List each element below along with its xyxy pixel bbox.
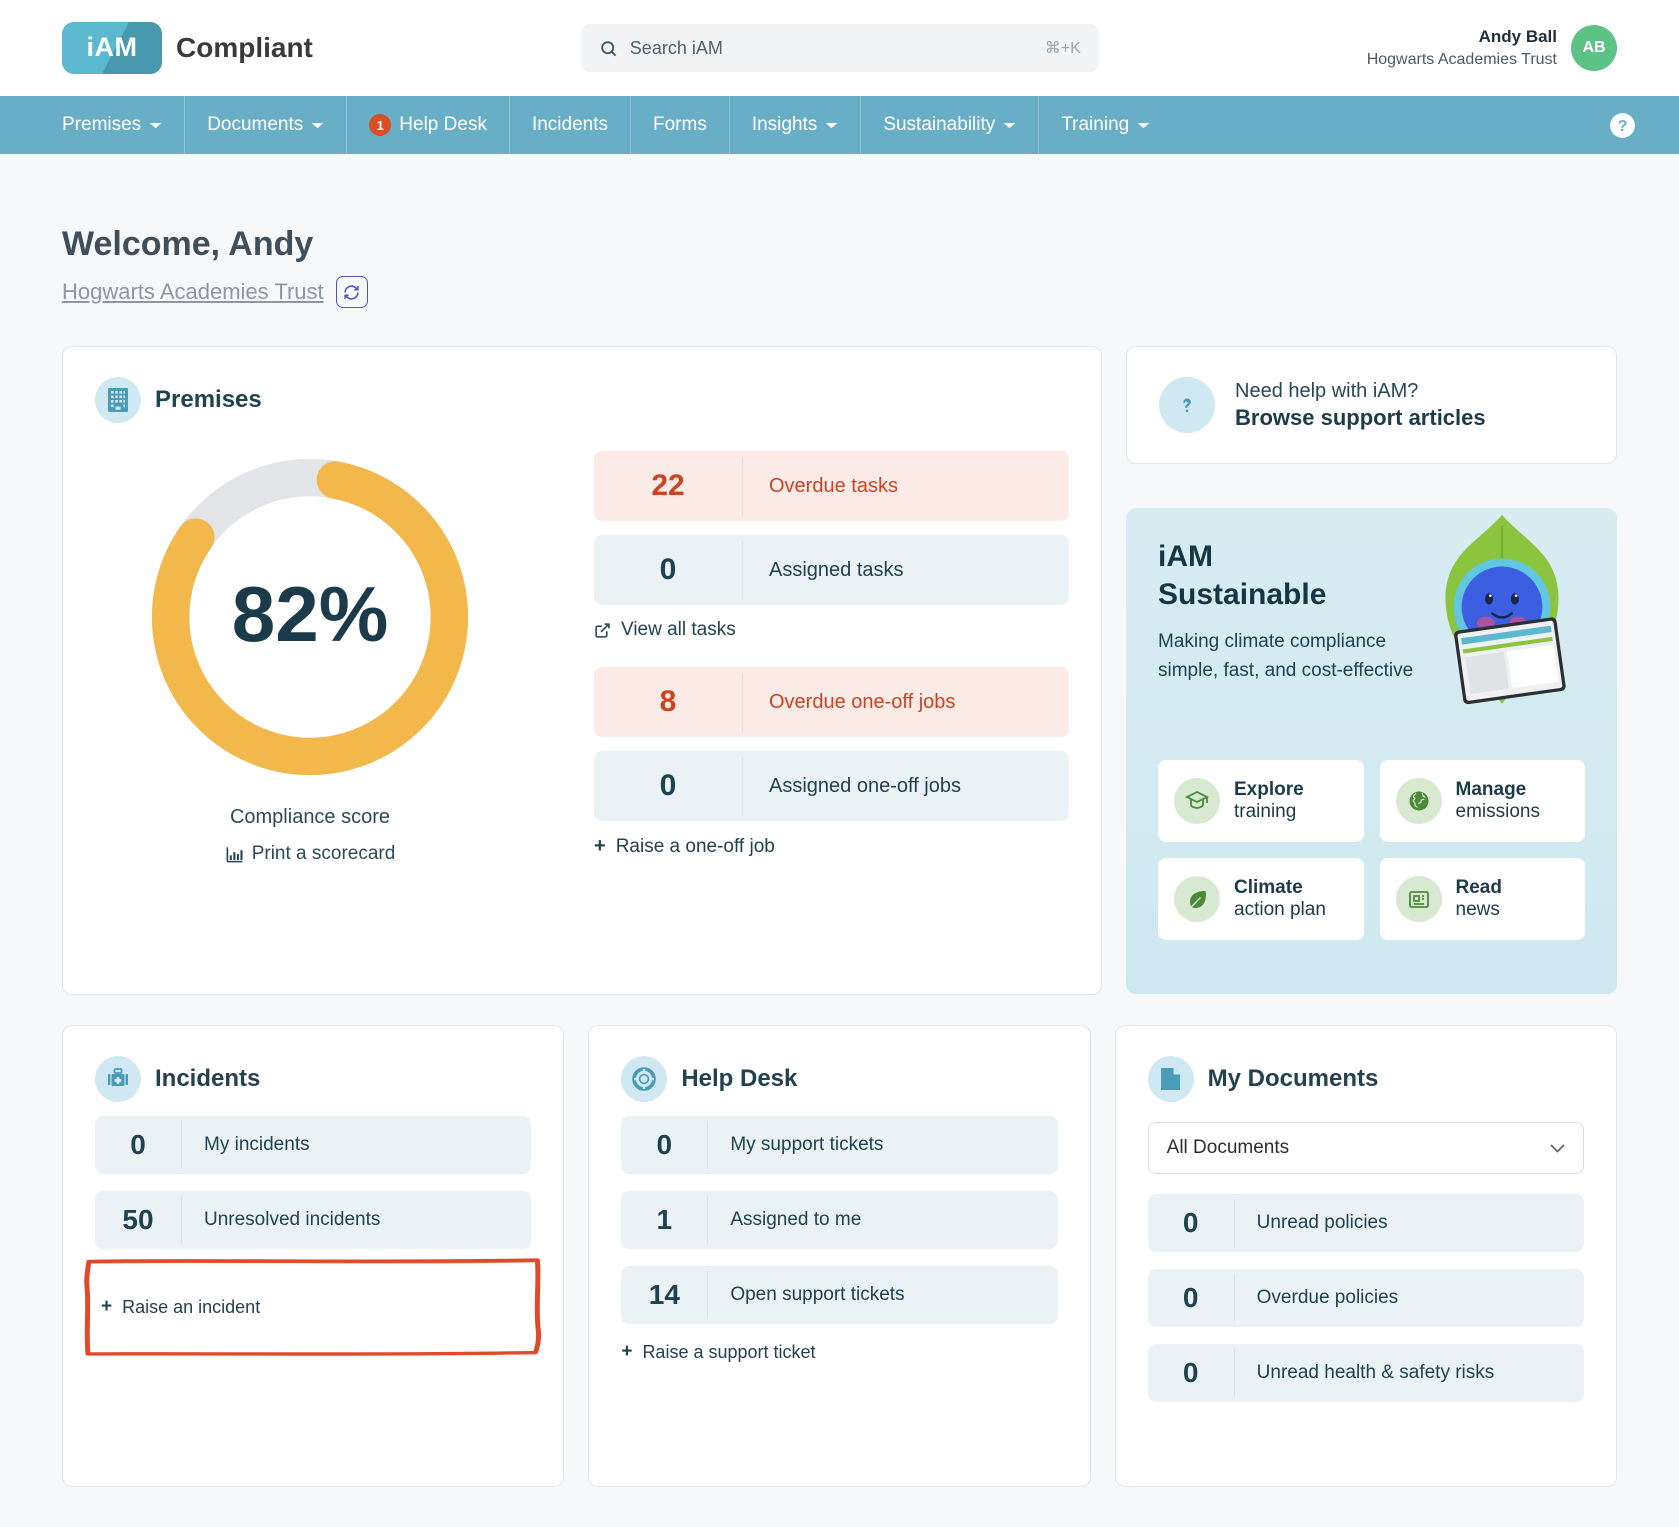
svg-text:?: ?: [1618, 118, 1628, 135]
svg-text:82%: 82%: [232, 570, 389, 658]
